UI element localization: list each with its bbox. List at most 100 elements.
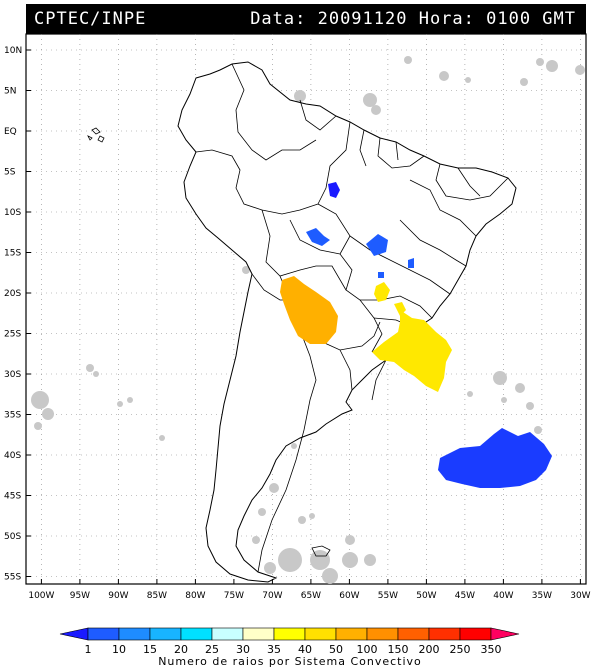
cloud-patch bbox=[536, 58, 544, 66]
longitude-label: 90W bbox=[108, 591, 128, 601]
colorbar-cell bbox=[149, 627, 182, 641]
colorbar-tick-label: 30 bbox=[236, 643, 250, 656]
cloud-patch bbox=[86, 364, 94, 372]
cloud-patch bbox=[465, 77, 471, 83]
system-goias-blue bbox=[408, 258, 414, 268]
latitude-label: 10N bbox=[4, 46, 22, 56]
longitude-label: 30W bbox=[570, 591, 590, 601]
latitude-label: 25S bbox=[4, 330, 21, 340]
colorbar-cell bbox=[428, 627, 461, 641]
colorbar-tick-label: 200 bbox=[419, 643, 440, 656]
colorbar-tick-label: 10 bbox=[112, 643, 126, 656]
longitude-labels: 100W 95W 90W 85W 80W 75W 70W 65W 60W 55W 50W 45W 40W… bbox=[28, 579, 591, 601]
system-bolivia-orange bbox=[280, 276, 338, 344]
cloud-patch bbox=[291, 443, 297, 449]
cloud-patch bbox=[278, 548, 302, 572]
latitude-labels: 10N 5N EQ 5S 10S 15S 20S 25S 30S 35S 40S 45S 50S 55S bbox=[4, 46, 31, 583]
cloud-patch bbox=[127, 397, 133, 403]
colorbar-tick-label: 250 bbox=[450, 643, 471, 656]
system-amazon-blue-2 bbox=[306, 228, 330, 246]
cloud-patch bbox=[309, 513, 315, 519]
latitude-label: 30S bbox=[4, 370, 21, 380]
colorbar-tick-label: 350 bbox=[481, 643, 502, 656]
cloud-patch bbox=[159, 435, 165, 441]
system-atlantic-blue bbox=[438, 428, 552, 488]
latitude-label: 5S bbox=[4, 168, 16, 178]
colorbar-tick-label: 50 bbox=[329, 643, 343, 656]
colorbar-arrow-right bbox=[490, 627, 520, 641]
latitude-label: 20S bbox=[4, 289, 21, 299]
cloud-patch bbox=[264, 562, 276, 574]
map-frame bbox=[25, 33, 587, 585]
colorbar-tick-label: 1 bbox=[85, 643, 92, 656]
colorbar-tick-label: 15 bbox=[143, 643, 157, 656]
cloud-patch bbox=[258, 508, 266, 516]
cloud-patch bbox=[34, 422, 42, 430]
latitude-label: 40S bbox=[4, 451, 21, 461]
colorbar: 1 10 15 20 25 30 35 40 50 100 150 200 250 350 Numero … bbox=[59, 627, 520, 668]
latitude-label: 35S bbox=[4, 411, 21, 421]
colorbar-cells bbox=[59, 627, 520, 641]
cloud-patch bbox=[93, 371, 99, 377]
cloud-patch bbox=[322, 568, 338, 584]
cloud-patch bbox=[252, 536, 260, 544]
longitude-label: 40W bbox=[493, 591, 513, 601]
colorbar-cell bbox=[180, 627, 213, 641]
title-bar: CPTEC/INPE Data: 20091120 Hora: 0100 GMT bbox=[26, 4, 586, 34]
system-amazon-blue-3 bbox=[366, 234, 388, 256]
system-sp-yellow bbox=[394, 302, 406, 316]
system-parana-yellow bbox=[374, 282, 390, 302]
longitude-label: 85W bbox=[147, 591, 167, 601]
colorbar-tick-label: 35 bbox=[267, 643, 281, 656]
colorbar-cell bbox=[87, 627, 120, 641]
cloud-patch bbox=[501, 397, 507, 403]
lightning-map: 10N5NEQ5S10S15S20S25S30S35S40S45S50S55S … bbox=[4, 33, 591, 601]
cloud-patch bbox=[404, 56, 412, 64]
longitude-label: 45W bbox=[455, 591, 475, 601]
south-america-coastline bbox=[177, 61, 517, 583]
longitude-label: 75W bbox=[224, 591, 244, 601]
colorbar-tick-label: 100 bbox=[357, 643, 378, 656]
cloud-patch bbox=[345, 535, 355, 545]
colorbar-caption: Numero de raios por Sistema Convectivo bbox=[158, 655, 422, 668]
latitude-label: 55S bbox=[4, 573, 21, 583]
country-borders bbox=[195, 63, 509, 573]
cloud-patch bbox=[575, 65, 585, 75]
colorbar-cell bbox=[242, 627, 275, 641]
colorbar-cell bbox=[304, 627, 337, 641]
longitude-label: 65W bbox=[301, 591, 321, 601]
colorbar-tick-labels: 1 10 15 20 25 30 35 40 50 100 150 200 250 350 bbox=[85, 643, 502, 656]
longitude-label: 55W bbox=[378, 591, 398, 601]
longitude-label: 95W bbox=[70, 591, 90, 601]
date-time-label: Data: 20091120 Hora: 0100 GMT bbox=[250, 9, 576, 29]
longitude-label: 35W bbox=[532, 591, 552, 601]
longitude-label: 80W bbox=[185, 591, 205, 601]
longitude-label: 50W bbox=[416, 591, 436, 601]
latitude-label: 15S bbox=[4, 249, 21, 259]
colorbar-cell bbox=[397, 627, 430, 641]
colorbar-cell bbox=[366, 627, 399, 641]
cloud-patch bbox=[439, 71, 449, 81]
latitude-label: 5N bbox=[4, 87, 16, 97]
cloud-patch bbox=[31, 391, 49, 409]
colorbar-tick-label: 40 bbox=[298, 643, 312, 656]
cloud-patch bbox=[298, 516, 306, 524]
system-small-blue bbox=[378, 272, 384, 278]
longitude-label: 100W bbox=[28, 591, 54, 601]
cloud-patch bbox=[467, 391, 473, 397]
colorbar-cell bbox=[335, 627, 368, 641]
latitude-label: EQ bbox=[4, 127, 17, 137]
cloud-patch bbox=[294, 90, 306, 102]
cloud-patch bbox=[520, 78, 528, 86]
cloud-patch bbox=[364, 554, 376, 566]
cloud-patch bbox=[371, 105, 381, 115]
cloud-patch bbox=[534, 426, 542, 434]
cloud-patch bbox=[117, 401, 123, 407]
cloud-patch bbox=[310, 550, 330, 570]
cloud-patch bbox=[242, 266, 250, 274]
galapagos-islands bbox=[87, 127, 105, 143]
cloud-patch bbox=[493, 371, 507, 385]
source-label: CPTEC/INPE bbox=[34, 9, 147, 29]
cloud-patch bbox=[363, 93, 377, 107]
colorbar-tick-label: 20 bbox=[174, 643, 188, 656]
